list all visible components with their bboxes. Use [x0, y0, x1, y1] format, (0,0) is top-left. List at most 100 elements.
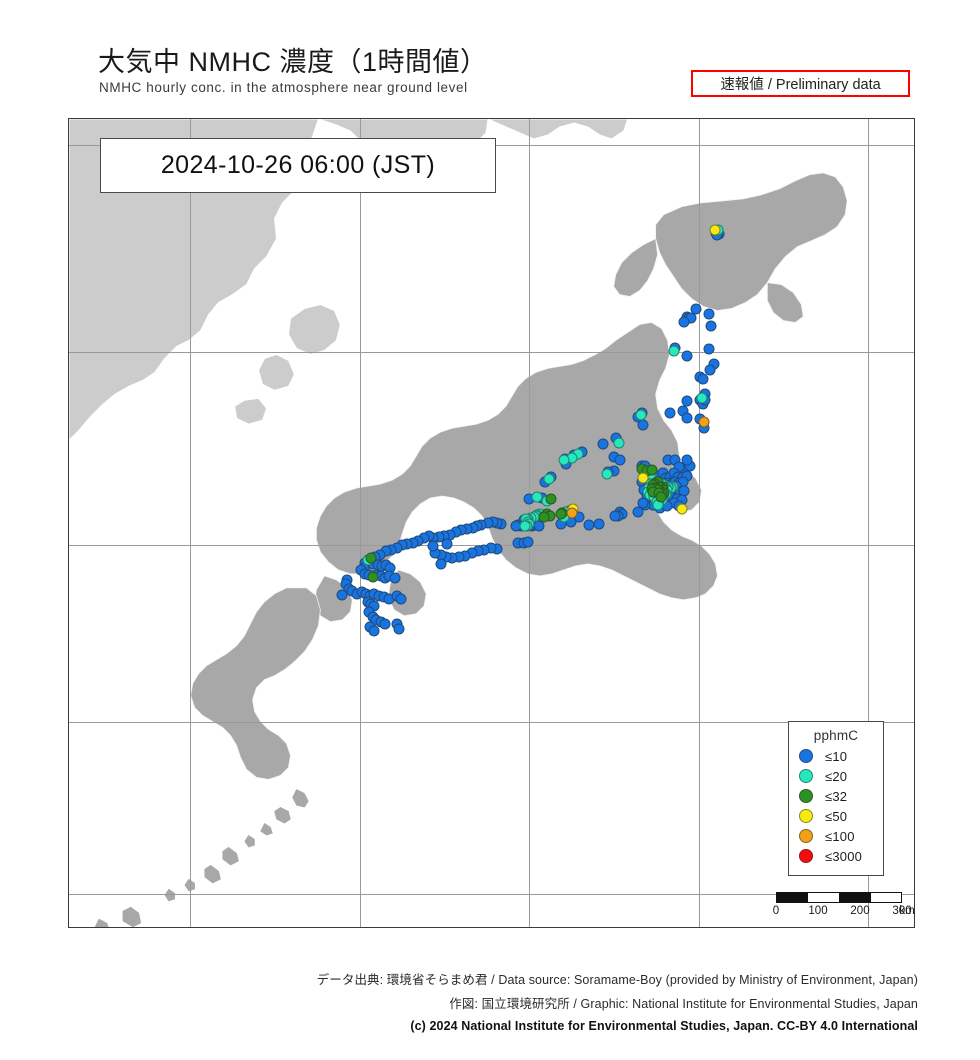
data-point: [655, 491, 667, 503]
scale-tick-label: 0: [772, 905, 780, 917]
footer-copyright: (c) 2024 National Institute for Environm…: [410, 1019, 918, 1033]
y-tick-minor: [68, 833, 69, 834]
legend-item-3: ≤50: [789, 806, 883, 826]
data-point: [676, 503, 688, 515]
gridline-25n: [69, 894, 914, 895]
data-point: [395, 593, 407, 605]
y-tick-minor: [68, 904, 69, 905]
legend-item-label: ≤32: [825, 788, 848, 804]
scale-tick-label: 100: [808, 905, 828, 917]
data-point: [613, 437, 625, 449]
data-point: [609, 510, 621, 522]
preliminary-data-badge: 速報値 / Preliminary data: [691, 70, 910, 97]
data-point: [678, 316, 690, 328]
y-tick-major: [68, 338, 69, 339]
data-point: [614, 454, 626, 466]
data-point: [709, 224, 721, 236]
y-tick-minor: [68, 551, 69, 552]
legend-item-label: ≤100: [825, 828, 855, 844]
gridline-125e: [190, 119, 191, 927]
gridline-30n: [69, 722, 914, 723]
legend-item-label: ≤20: [825, 768, 848, 784]
legend-item-2: ≤32: [789, 786, 883, 806]
data-point: [597, 438, 609, 450]
map-plot-area: 2024-10-26 06:00 (JST) pphmC ≤10 ≤20 ≤32 ≤5…: [68, 118, 915, 928]
data-point: [543, 473, 555, 485]
legend-panel: pphmC ≤10 ≤20 ≤32 ≤50 ≤100 ≤3000: [788, 721, 884, 876]
y-tick-minor: [68, 268, 69, 269]
legend-swatch-icon: [799, 809, 813, 823]
data-point: [368, 625, 380, 637]
footer-graphic-credit: 作図: 国立環境研究所 / Graphic: National Institut…: [449, 997, 918, 1011]
legend-item-0: ≤10: [789, 746, 883, 766]
y-tick-minor: [68, 303, 69, 304]
scale-segment-1: [777, 893, 809, 902]
legend-item-label: ≤3000: [825, 848, 863, 864]
scale-tick-label: 300: [892, 905, 912, 917]
y-tick-minor: [68, 586, 69, 587]
y-tick-minor: [68, 197, 69, 198]
y-tick-minor: [68, 621, 69, 622]
data-point: [681, 350, 693, 362]
gridline-130e: [360, 119, 361, 927]
data-point: [367, 571, 379, 583]
japan-basemap: [69, 119, 914, 927]
gridline-140e: [699, 119, 700, 927]
y-tick-major: [68, 692, 69, 693]
data-point: [668, 345, 680, 357]
legend-swatch-icon: [799, 769, 813, 783]
legend-swatch-icon: [799, 849, 813, 863]
y-tick-minor: [68, 727, 69, 728]
data-point: [427, 540, 439, 552]
data-point: [601, 468, 613, 480]
scale-bar-segments: [776, 892, 902, 903]
data-point: [698, 416, 710, 428]
y-tick-major: [68, 869, 69, 870]
page-subtitle: NMHC hourly conc. in the atmosphere near…: [99, 80, 468, 95]
gridline-145e: [868, 119, 869, 927]
data-point: [637, 497, 649, 509]
scale-unit-label: km: [899, 905, 915, 917]
scale-segment-2: [808, 893, 840, 902]
data-point: [635, 409, 647, 421]
ryukyu-islands: [94, 789, 309, 927]
legend-swatch-icon: [799, 829, 813, 843]
data-point: [558, 454, 570, 466]
y-tick-minor: [68, 657, 69, 658]
scale-tick-label: 200: [850, 905, 870, 917]
data-point: [566, 507, 578, 519]
data-point: [703, 343, 715, 355]
y-tick-minor: [68, 232, 69, 233]
legend-item-label: ≤50: [825, 808, 848, 824]
data-point: [681, 412, 693, 424]
scale-bar-labels: 0 100 200 300 km: [772, 905, 914, 920]
y-tick-minor: [68, 374, 69, 375]
footer-data-source: データ出典: 環境省そらまめ君 / Data source: Soramame-…: [316, 973, 918, 987]
data-point: [697, 373, 709, 385]
legend-item-label: ≤10: [825, 748, 848, 764]
gridline-40n: [69, 352, 914, 353]
y-tick-minor: [68, 798, 69, 799]
data-point: [379, 618, 391, 630]
data-point: [681, 395, 693, 407]
y-tick-minor: [68, 763, 69, 764]
y-tick-minor: [68, 444, 69, 445]
scale-bar: 0 100 200 300 km: [772, 892, 914, 920]
data-point: [545, 493, 557, 505]
y-tick-major: [68, 515, 69, 516]
timestamp-label: 2024-10-26 06:00 (JST): [160, 151, 436, 179]
data-point: [441, 538, 453, 550]
data-point: [637, 419, 649, 431]
data-point: [555, 508, 567, 520]
data-point: [690, 303, 702, 315]
scale-segment-4: [870, 893, 901, 902]
legend-item-1: ≤20: [789, 766, 883, 786]
data-point: [522, 536, 534, 548]
data-point: [593, 518, 605, 530]
data-point: [664, 407, 676, 419]
data-point: [393, 623, 405, 635]
data-point: [365, 552, 377, 564]
legend-rows: ≤10 ≤20 ≤32 ≤50 ≤100 ≤3000: [789, 746, 883, 866]
data-point: [435, 558, 447, 570]
y-tick-minor: [68, 409, 69, 410]
